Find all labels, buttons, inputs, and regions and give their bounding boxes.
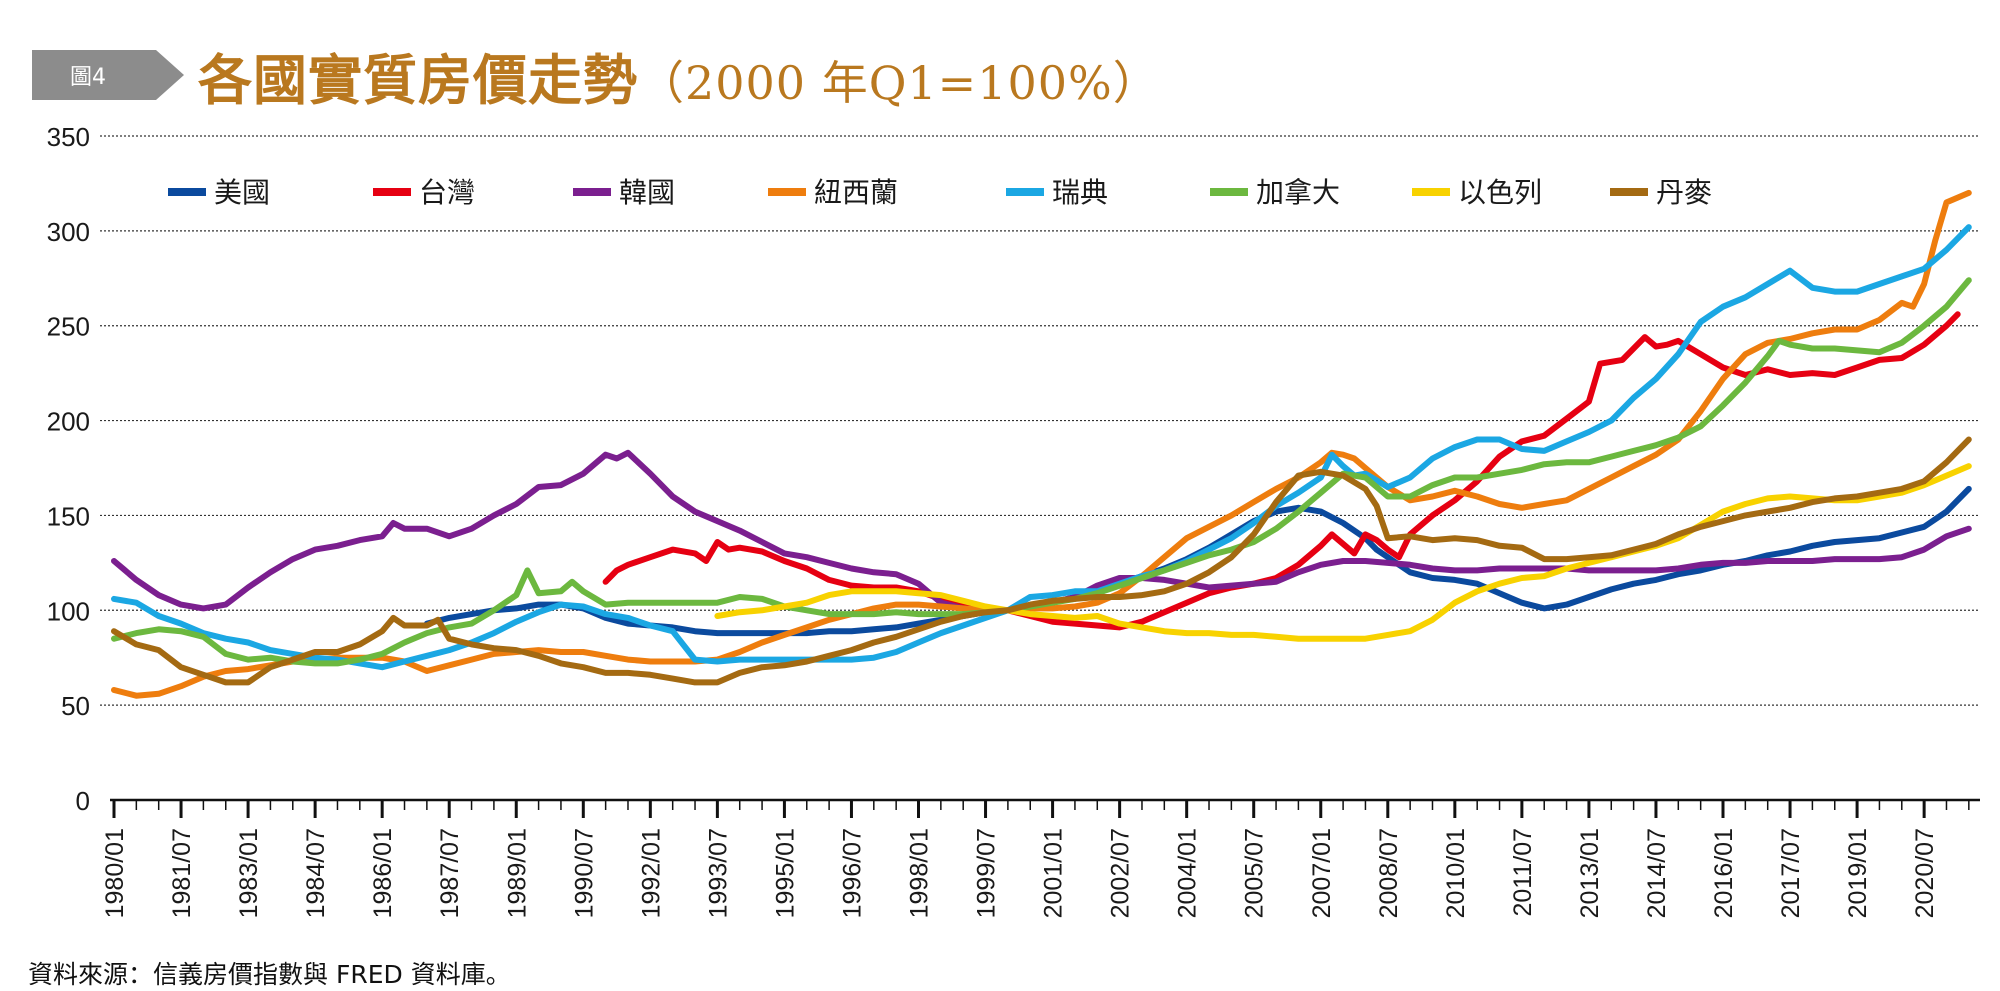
y-tick-label: 200 <box>47 407 90 437</box>
badge-arrow-shape <box>156 50 184 100</box>
x-tick-label: 1995/01 <box>771 828 799 918</box>
y-axis-ticks: 0 50 100 150 200 250 300 350 <box>47 122 90 816</box>
legend-label: 美國 <box>214 176 270 209</box>
x-tick-label: 1981/07 <box>168 828 196 918</box>
series-line-7 <box>714 463 1972 642</box>
legend-label: 以色列 <box>1458 176 1542 209</box>
x-tick-label: 2016/01 <box>1710 828 1738 918</box>
legend-label: 丹麥 <box>1656 176 1712 209</box>
series-line-8 <box>111 436 1972 686</box>
x-tick-label: 1990/07 <box>570 828 598 918</box>
figure-number-badge: 圖4 <box>32 50 156 100</box>
y-tick-label: 0 <box>76 786 90 816</box>
x-tick-label: 2005/07 <box>1241 828 1269 918</box>
figure-header: 圖4 各國實質房價走勢（2000 年Q1=100%） <box>32 40 1160 112</box>
x-tick-label: 2014/07 <box>1643 828 1671 918</box>
x-tick-label: 2013/01 <box>1576 828 1604 918</box>
chart-subtitle: （2000 年Q1=100%） <box>638 55 1160 110</box>
x-tick-label: 2010/01 <box>1442 828 1470 918</box>
x-tick-label: 2019/01 <box>1844 828 1872 918</box>
series-line-2 <box>602 311 1961 631</box>
x-tick-label: 2002/07 <box>1107 828 1135 918</box>
source-note: 資料來源：信義房價指數與 FRED 資料庫。 <box>28 960 511 989</box>
x-tick-label: 1980/01 <box>101 828 129 918</box>
legend-swatch <box>573 188 611 196</box>
legend: 美國 台灣 韓國 紐西蘭 瑞典 加拿大 以色列 丹麥 <box>168 176 1712 209</box>
x-tick-label: 1984/07 <box>302 828 330 918</box>
chart-title-main: 各國實質房價走勢 <box>198 47 638 112</box>
x-tick-label: 2001/01 <box>1040 828 1068 918</box>
figure-number: 圖4 <box>70 65 106 90</box>
x-tick-label: 1996/07 <box>838 828 866 918</box>
legend-swatch <box>1412 188 1450 196</box>
y-tick-label: 50 <box>61 691 90 721</box>
x-tick-label: 1992/01 <box>637 828 665 918</box>
x-tick-label: 2011/07 <box>1509 828 1537 917</box>
legend-swatch <box>1210 188 1248 196</box>
x-tick-label: 1999/07 <box>973 828 1001 918</box>
x-tick-label: 1993/07 <box>704 828 732 918</box>
series-line-4 <box>111 189 1972 699</box>
legend-label: 韓國 <box>619 176 675 209</box>
x-tick-label: 1998/01 <box>906 828 934 918</box>
x-tick-label: 1983/01 <box>235 828 263 918</box>
x-tick-label: 2007/01 <box>1308 828 1336 918</box>
series-lines <box>111 189 1972 699</box>
legend-swatch <box>373 188 411 196</box>
chart-title: 各國實質房價走勢（2000 年Q1=100%） <box>198 36 1160 115</box>
x-tick-label: 2008/07 <box>1375 828 1403 918</box>
y-tick-label: 100 <box>47 596 90 626</box>
y-tick-label: 300 <box>47 217 90 247</box>
x-tick-label: 1987/07 <box>436 828 464 918</box>
y-tick-label: 350 <box>47 122 90 152</box>
y-tick-label: 150 <box>47 501 90 531</box>
legend-swatch <box>1610 188 1648 196</box>
legend-label: 台灣 <box>419 176 475 209</box>
x-tick-label: 2020/07 <box>1911 828 1939 918</box>
x-tick-label: 1989/01 <box>503 828 531 918</box>
y-tick-label: 250 <box>47 312 90 342</box>
legend-swatch <box>1006 188 1044 196</box>
legend-label: 紐西蘭 <box>814 176 898 209</box>
x-axis: 1980/01 1981/07 1983/01 1984/07 1986/01 1987/… <box>101 798 1980 918</box>
x-tick-label: 1986/01 <box>369 828 397 918</box>
legend-label: 瑞典 <box>1052 176 1108 209</box>
legend-label: 加拿大 <box>1256 176 1340 209</box>
legend-swatch <box>768 188 806 196</box>
series-line-5 <box>111 224 1972 671</box>
x-tick-label: 2004/01 <box>1174 828 1202 918</box>
x-tick-label: 2017/07 <box>1777 828 1805 918</box>
legend-swatch <box>168 188 206 196</box>
